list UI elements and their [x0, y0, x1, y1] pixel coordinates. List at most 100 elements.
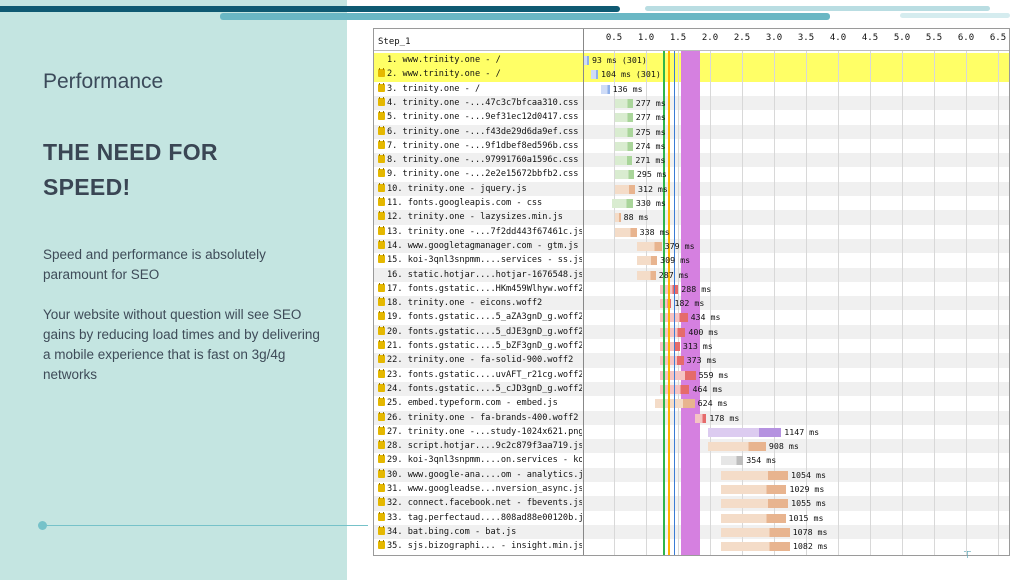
table-row[interactable]: 14. www.googletagmanager.com - gtm.js 379…: [374, 238, 1009, 254]
request-duration: 559 ms: [698, 369, 729, 380]
request-bar: [720, 470, 789, 480]
gridline: [870, 51, 871, 555]
request-label-text: 24. fonts.gstatic....5_cJD3gnD_g.woff2: [387, 383, 582, 394]
tick-label: 1.5: [669, 33, 687, 43]
request-label: 19. fonts.gstatic....5_aZA3gnD_g.woff2: [378, 311, 582, 323]
table-row[interactable]: 15. koi-3qnl3snpmm....services - ss.js 30…: [374, 253, 1009, 267]
request-label: 21. fonts.gstatic....5_bZF3gnD_g.woff2: [378, 340, 582, 352]
request-label: 28. script.hotjar....9c2c879f3aa719.js: [378, 440, 582, 452]
gridline: [806, 51, 807, 555]
lock-icon: [378, 254, 385, 264]
request-duration: 1055 ms: [791, 498, 827, 509]
request-label: 30. www.google-ana....om - analytics.js: [378, 468, 582, 481]
gridline: [646, 51, 647, 555]
table-row[interactable]: 11. fonts.googleapis.com - css 330 ms: [374, 196, 1009, 210]
table-row[interactable]: 23. fonts.gstatic....uvAFT_r21cg.woff2 55…: [374, 368, 1009, 382]
table-row[interactable]: 33. tag.perfectaud....808ad88e00120b.js 1…: [374, 511, 1009, 525]
request-bar: [720, 485, 787, 494]
tick-label: 5.0: [893, 33, 911, 43]
table-row[interactable]: 18. trinity.one - eicons.woff2 182 ms: [374, 296, 1009, 311]
request-duration: 295 ms: [636, 169, 667, 180]
request-bar: [659, 370, 696, 380]
gridline: [966, 51, 967, 555]
request-label-text: 14. www.googletagmanager.com - gtm.js: [387, 240, 579, 251]
table-row[interactable]: 13. trinity.one -...7f2dd443f67461c.js 33…: [374, 225, 1009, 239]
slide-headline: THE NEED FOR SPEED!: [43, 139, 218, 200]
request-duration: 379 ms: [664, 240, 695, 251]
request-label-text: 28. script.hotjar....9c2c879f3aa719.js: [387, 441, 582, 452]
request-label: 18. trinity.one - eicons.woff2: [378, 297, 582, 309]
lock-icon: [378, 540, 385, 550]
table-row[interactable]: 22. trinity.one - fa-solid-900.woff2 373 …: [374, 353, 1009, 368]
request-label: 1. www.trinity.one - /: [378, 54, 582, 66]
table-row[interactable]: 20. fonts.gstatic....5_dJE3gnD_g.woff2 40…: [374, 324, 1009, 339]
request-label: 20. fonts.gstatic....5_dJE3gnD_g.woff2: [378, 325, 582, 338]
request-label: 4. trinity.one -...47c3c7bfcaa310.css: [378, 96, 582, 109]
request-duration: 400 ms: [688, 326, 719, 337]
tick-label: 2.5: [733, 33, 751, 43]
request-label: 32. connect.facebook.net - fbevents.js: [378, 497, 582, 509]
request-duration: 275 ms: [635, 126, 666, 137]
request-label-text: 19. fonts.gstatic....5_aZA3gnD_g.woff2: [387, 312, 582, 323]
request-label: 10. trinity.one - jquery.js: [378, 182, 582, 195]
request-label-text: 31. www.googleadse...nversion_async.js: [387, 484, 582, 494]
request-duration: 1078 ms: [792, 526, 828, 537]
lock-icon: [378, 411, 385, 421]
table-row[interactable]: 5. trinity.one -...9ef31ec12d0417.css 277…: [374, 110, 1009, 124]
gridline: [710, 51, 711, 555]
gridline: [998, 51, 999, 555]
waterfall-chart: Step_1 0.5 1.0 1.5 2.0 2.5 3.0 3.5 4.0 4.5 5.0 5.5…: [373, 28, 1010, 556]
table-row[interactable]: 7. trinity.one -...9f1dbef8ed596b.css 274…: [374, 139, 1009, 153]
waterfall-divider: [583, 29, 584, 555]
lock-icon: [378, 325, 385, 335]
table-row[interactable]: 31. www.googleadse...nversion_async.js 10…: [374, 482, 1009, 496]
request-duration: 1082 ms: [792, 541, 828, 552]
request-label-text: 26. trinity.one - fa-brands-400.woff2: [387, 412, 579, 423]
tick-label: 6.5: [989, 33, 1007, 43]
request-label: 27. trinity.one -...study-1024x621.png: [378, 425, 582, 438]
request-label: 15. koi-3qnl3snpmm....services - ss.js: [378, 254, 582, 266]
request-duration: 330 ms: [635, 198, 666, 208]
table-row[interactable]: 29. koi-3qnl3snpmm....on.services - koi 3…: [374, 453, 1009, 467]
table-row[interactable]: 21. fonts.gstatic....5_bZF3gnD_g.woff2 31…: [374, 339, 1009, 353]
table-row[interactable]: 9. trinity.one -...2e2e15672bbfb2.css 295…: [374, 167, 1009, 181]
slide-progress-dot[interactable]: [38, 521, 47, 530]
table-row[interactable]: 35. sjs.bizographi... - insight.min.js 10…: [374, 539, 1009, 553]
table-row[interactable]: 3. trinity.one - / 136 ms: [374, 82, 1009, 96]
paragraph-seo-gains: Your website without question will see S…: [43, 307, 320, 382]
request-label-text: 2. www.trinity.one - /: [387, 69, 501, 80]
waterfall-step-label: Step_1: [378, 37, 411, 47]
request-duration: 88 ms: [623, 212, 649, 223]
request-duration: 1147 ms: [784, 426, 820, 437]
lock-icon: [378, 239, 385, 249]
gridline: [614, 51, 615, 555]
request-label: 3. trinity.one - /: [378, 82, 582, 95]
gridline: [774, 51, 775, 555]
lock-icon: [378, 182, 385, 192]
request-label-text: 30. www.google-ana....om - analytics.js: [387, 469, 582, 480]
lock-icon: [378, 368, 385, 378]
table-row[interactable]: 19. fonts.gstatic....5_aZA3gnD_g.woff2 43…: [374, 310, 1009, 324]
request-label: 17. fonts.gstatic....HKm459Wlhyw.woff2: [378, 282, 582, 295]
table-row[interactable]: 17. fonts.gstatic....HKm459Wlhyw.woff2 28…: [374, 282, 1009, 296]
tick-label: 3.5: [797, 33, 815, 43]
request-label: 23. fonts.gstatic....uvAFT_r21cg.woff2: [378, 368, 582, 381]
request-label: 16. static.hotjar....hotjar-1676548.js: [378, 269, 582, 281]
tick-label: 0.5: [605, 33, 623, 43]
request-label: 25. embed.typeform.com - embed.js: [378, 397, 582, 409]
request-label: 26. trinity.one - fa-brands-400.woff2: [378, 411, 582, 424]
request-duration: 277 ms: [635, 112, 666, 123]
request-duration: 182 ms: [674, 298, 705, 309]
request-duration: 624 ms: [697, 398, 728, 409]
lock-icon: [378, 111, 385, 121]
table-row[interactable]: 27. trinity.one -...study-1024x621.png 11…: [374, 425, 1009, 439]
request-duration: 93 ms (301): [591, 55, 647, 65]
waterfall-header: Step_1 0.5 1.0 1.5 2.0 2.5 3.0 3.5 4.0 4.5 5.0 5.5…: [374, 29, 1009, 51]
request-bar: [637, 256, 658, 266]
gridline: [902, 51, 903, 555]
request-label-text: 34. bat.bing.com - bat.js: [387, 526, 517, 537]
start-render-line: [663, 51, 665, 555]
request-bar: [615, 184, 635, 194]
tick-label: 2.0: [701, 33, 719, 43]
table-row[interactable]: 24. fonts.gstatic....5_cJD3gnD_g.woff2 46…: [374, 381, 1009, 397]
